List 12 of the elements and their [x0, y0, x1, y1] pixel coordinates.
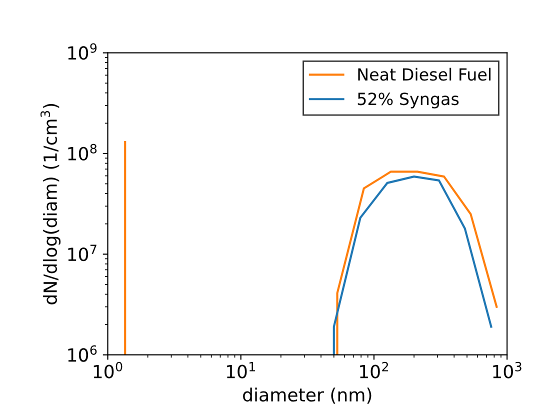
x-tick-label: 10$^{2}$	[360, 362, 388, 378]
y-tick-label: 10$^{6}$	[68, 345, 97, 362]
x-tick-label: 10$^{1}$	[226, 362, 255, 378]
x-tick-label: 10$^{3}$	[493, 362, 522, 378]
y-tick-label: 10$^{7}$	[68, 244, 96, 262]
legend-label: Neat Diesel Fuel	[358, 68, 491, 81]
y-axis-title: dN/dlog(diam) (1/cm$^{3}$)	[40, 104, 61, 304]
y-tick-label: 10$^{9}$	[68, 43, 97, 60]
legend-label: 52% Syngas	[358, 92, 459, 108]
y-tick-label: 10$^{8}$	[68, 144, 97, 160]
x-tick-label: 10$^{0}$	[94, 362, 122, 378]
x-axis-title: diameter (nm)	[243, 388, 372, 404]
